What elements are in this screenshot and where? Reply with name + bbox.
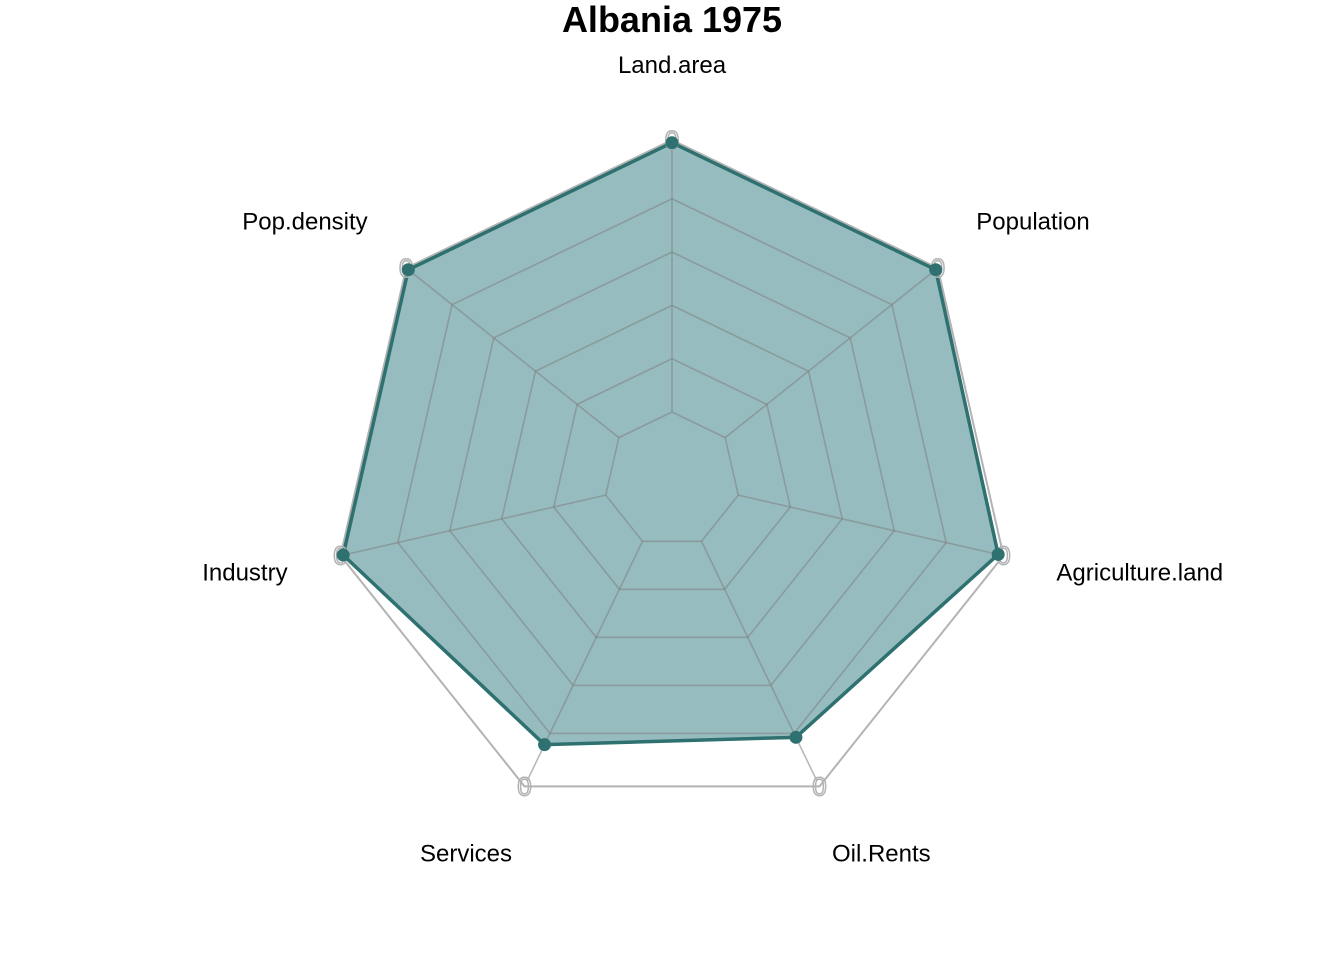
series-area xyxy=(343,142,999,745)
axis-label-oil-rents: Oil.Rents xyxy=(832,841,931,868)
axis-label-services: Services xyxy=(420,841,512,868)
grid-ring xyxy=(604,411,740,543)
axis-labels: Land.area Population Agriculture.land Oil.R… xyxy=(202,52,1223,868)
grid-ring xyxy=(552,357,792,591)
grid-ring xyxy=(448,251,896,687)
series-point-services xyxy=(538,738,552,752)
axis-label-industry: Industry xyxy=(202,559,287,586)
axis-label-population: Population xyxy=(976,208,1089,235)
chart-title: Albania 1975 xyxy=(562,0,782,40)
series-point-population xyxy=(929,263,943,277)
grid-spoke xyxy=(410,271,620,439)
grid-ring xyxy=(396,197,948,735)
series-fill xyxy=(343,142,999,745)
radar-grid xyxy=(346,146,998,781)
series-point-pop-density xyxy=(401,263,415,277)
grid-spoke xyxy=(346,494,606,555)
series-outline xyxy=(341,140,1000,747)
grid-ring xyxy=(500,304,844,639)
axis-label-land-area: Land.area xyxy=(618,52,727,79)
series-point-industry xyxy=(336,548,350,562)
series-point-oil-rents xyxy=(789,730,803,744)
outer-ring-polygon xyxy=(339,138,1005,788)
max-value-label: 0 xyxy=(517,771,531,801)
grid-spoke xyxy=(724,271,934,439)
series-point-land-area xyxy=(665,136,679,150)
series-points xyxy=(336,136,1005,752)
grid-spoke xyxy=(738,494,998,555)
axis-label-agriculture-land: Agriculture.land xyxy=(1056,559,1223,586)
axis-label-pop-density: Pop.density xyxy=(242,208,367,235)
series-point-agriculture-land xyxy=(991,547,1005,561)
series-line xyxy=(341,140,1000,747)
outer-ring xyxy=(339,138,1005,788)
max-value-label: 0 xyxy=(812,771,826,801)
